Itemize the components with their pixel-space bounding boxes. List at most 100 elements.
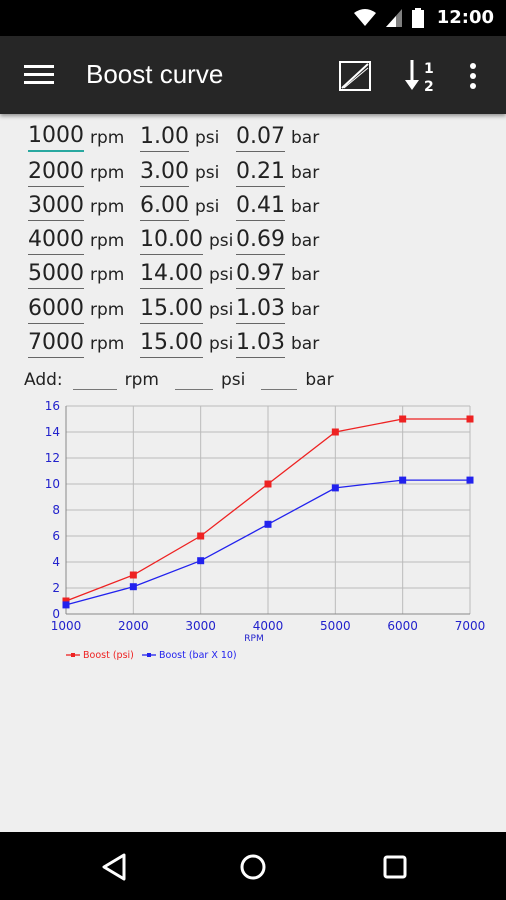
rpm-field[interactable]: 2000 — [28, 159, 84, 187]
rpm-field[interactable]: 3000 — [28, 193, 84, 221]
bar-field[interactable]: 0.69 — [236, 228, 285, 256]
status-icons — [354, 8, 424, 28]
rpm-field[interactable]: 4000 — [28, 228, 84, 256]
data-point — [466, 476, 474, 484]
add-psi-input[interactable] — [174, 372, 213, 390]
data-point — [331, 428, 339, 436]
psi-field[interactable]: 1.00 — [140, 125, 189, 153]
bar-unit: bar — [290, 299, 320, 320]
boost-row: 3000 rpm 6.00 psi 0.41 bar — [28, 187, 488, 221]
boost-row: 6000 rpm 15.00 psi 1.03 bar — [28, 289, 488, 324]
navigation-bar — [0, 832, 506, 900]
y-tick-label: 6 — [52, 529, 60, 543]
psi-unit: psi — [194, 162, 220, 183]
x-tick-label: 6000 — [387, 619, 418, 633]
data-point — [62, 601, 70, 609]
data-point — [264, 520, 272, 528]
rpm-unit: rpm — [90, 265, 125, 286]
wifi-icon — [354, 9, 376, 26]
x-tick-label: 7000 — [455, 619, 486, 633]
y-tick-label: 4 — [52, 555, 60, 569]
psi-unit: psi — [208, 299, 234, 320]
app-bar: Boost curve 1 2 — [0, 36, 506, 114]
home-icon[interactable] — [238, 852, 268, 882]
data-point — [129, 571, 137, 579]
add-row: Add: rpm psi bar — [24, 362, 350, 390]
battery-icon — [412, 8, 424, 28]
psi-field[interactable]: 14.00 — [140, 262, 203, 290]
y-tick-label: 0 — [52, 607, 60, 621]
legend-entry: Boost (bar X 10) — [159, 650, 237, 661]
rpm-unit: rpm — [90, 162, 125, 183]
svg-text:2: 2 — [424, 79, 434, 94]
bar-unit: bar — [290, 128, 320, 149]
overflow-menu-icon[interactable] — [466, 58, 480, 94]
data-point — [197, 557, 205, 565]
rpm-field[interactable]: 5000 — [28, 262, 84, 290]
x-axis-label: RPM — [244, 634, 263, 644]
bar-unit: bar — [290, 334, 320, 355]
bar-unit: bar — [290, 231, 320, 252]
status-bar: 12:00 — [0, 0, 506, 36]
rpm-field[interactable]: 1000 — [28, 124, 84, 153]
psi-unit: psi — [194, 196, 220, 217]
bar-unit: bar — [290, 162, 320, 183]
boost-row: 2000 rpm 3.00 psi 0.21 bar — [28, 152, 488, 187]
rpm-field[interactable]: 7000 — [28, 331, 84, 359]
bar-field[interactable]: 1.03 — [236, 296, 285, 324]
add-rpm-input[interactable] — [72, 372, 117, 390]
y-tick-label: 8 — [52, 503, 60, 517]
add-label: Add: — [24, 370, 63, 390]
boost-chart: 1000 2000 3000 4000 5000 6000 7000 0 2 4 6 8 10 12 14 1… — [45, 399, 486, 661]
psi-unit: psi — [194, 128, 220, 149]
add-rpm-unit: rpm — [124, 370, 159, 390]
data-point — [197, 532, 205, 540]
data-point — [466, 415, 474, 423]
legend-marker — [147, 653, 151, 657]
bar-field[interactable]: 0.07 — [236, 125, 285, 153]
psi-field[interactable]: 15.00 — [140, 331, 203, 359]
x-tick-label: 5000 — [320, 619, 351, 633]
hamburger-menu-icon[interactable] — [24, 63, 56, 87]
legend-marker — [71, 653, 75, 657]
add-bar-input[interactable] — [261, 372, 298, 390]
sort-numeric-icon[interactable]: 1 2 — [404, 58, 438, 94]
rpm-unit: rpm — [90, 334, 125, 355]
psi-field[interactable]: 10.00 — [140, 228, 203, 256]
psi-field[interactable]: 3.00 — [140, 159, 189, 187]
psi-unit: psi — [208, 334, 234, 355]
bar-field[interactable]: 1.03 — [236, 331, 285, 359]
data-point — [399, 415, 407, 423]
svg-text:1: 1 — [424, 61, 434, 77]
psi-field[interactable]: 15.00 — [140, 296, 203, 324]
status-clock: 12:00 — [436, 7, 494, 28]
rpm-unit: rpm — [90, 299, 125, 320]
rpm-unit: rpm — [90, 128, 125, 149]
rpm-unit: rpm — [90, 231, 125, 252]
data-point — [264, 480, 272, 488]
data-point — [331, 484, 339, 492]
psi-field[interactable]: 6.00 — [140, 193, 189, 221]
x-tick-label: 2000 — [118, 619, 149, 633]
y-tick-label: 12 — [45, 451, 60, 465]
app-title: Boost curve — [86, 59, 224, 89]
psi-unit: psi — [208, 231, 234, 252]
psi-unit: psi — [208, 265, 234, 286]
y-tick-label: 2 — [52, 581, 60, 595]
cell-signal-icon — [386, 9, 402, 27]
bar-field[interactable]: 0.21 — [236, 159, 285, 187]
boost-table: 1000 rpm 1.00 psi 0.07 bar 2000 rpm 3.00 psi … — [28, 118, 488, 359]
data-point — [399, 476, 407, 484]
rpm-field[interactable]: 6000 — [28, 296, 84, 324]
data-point — [62, 597, 70, 605]
data-point — [129, 583, 137, 591]
x-tick-label: 1000 — [51, 619, 82, 633]
recents-icon[interactable] — [380, 852, 410, 882]
back-icon[interactable] — [100, 852, 130, 882]
x-tick-label: 3000 — [185, 619, 216, 633]
boost-row: 5000 rpm 14.00 psi 0.97 bar — [28, 255, 488, 290]
y-tick-label: 14 — [45, 425, 60, 439]
bar-field[interactable]: 0.97 — [236, 262, 285, 290]
edit-curve-icon[interactable] — [338, 58, 372, 94]
bar-field[interactable]: 0.41 — [236, 193, 285, 221]
